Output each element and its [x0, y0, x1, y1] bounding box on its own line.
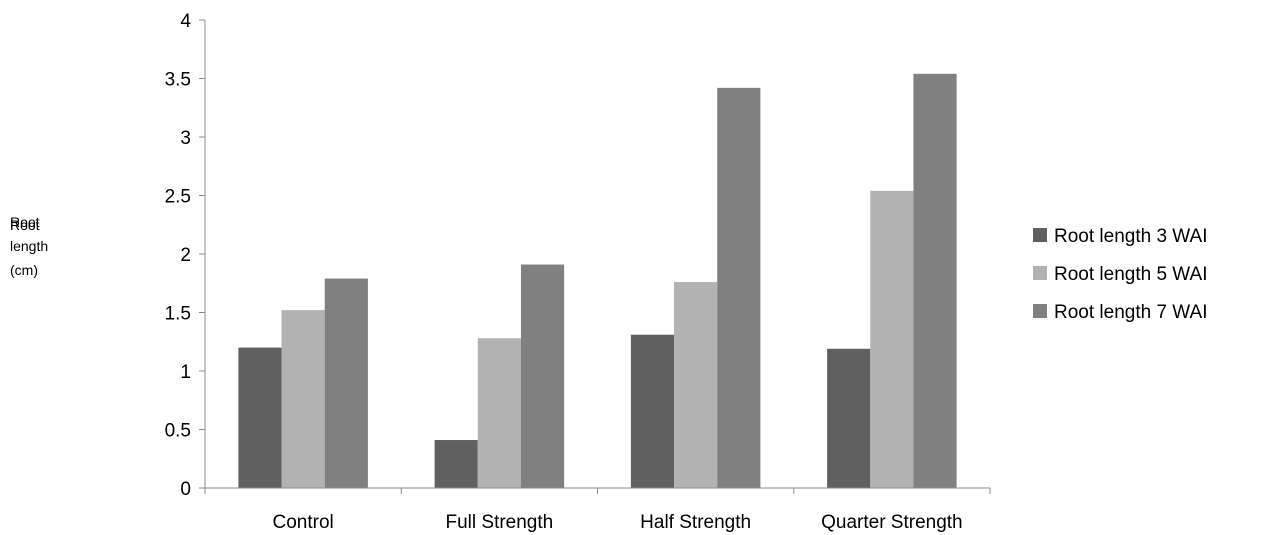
bar-5-wai	[281, 310, 325, 488]
bar-5-wai	[674, 282, 718, 488]
bar-3-wai	[630, 334, 675, 488]
bar-7-wai	[520, 264, 565, 488]
y-tick-label: 2	[180, 245, 191, 266]
y-axis-label-line: length	[10, 238, 48, 254]
bar-3-wai	[827, 348, 871, 488]
x-category-label: Control	[273, 512, 334, 533]
bar-7-wai	[324, 278, 368, 488]
x-axis-ticks: Control Full Strength Half Strength Quarter…	[204, 488, 991, 533]
bar-7-wai	[717, 87, 761, 489]
y-axis-label-line: (cm)	[10, 262, 38, 278]
y-tick-label: 1.5	[165, 304, 191, 325]
y-tick-label: 0.5	[165, 421, 191, 442]
bars-group	[238, 73, 957, 489]
y-tick-label: 3	[180, 128, 191, 149]
legend-label: Root length 5 WAI	[1054, 264, 1207, 285]
x-category-label: Half Strength	[640, 512, 751, 533]
legend: Root length 3 WAI Root length 5 WAI Root l…	[1033, 226, 1207, 323]
legend-label: Root length 3 WAI	[1054, 226, 1207, 247]
bar-3-wai	[434, 440, 478, 488]
x-category-label: Quarter Strength	[821, 512, 963, 533]
bar-3-wai	[238, 347, 282, 488]
bar-5-wai	[870, 190, 914, 488]
legend-swatch	[1033, 304, 1047, 318]
y-tick-label: 3.5	[165, 70, 191, 91]
bar-5-wai	[477, 338, 521, 488]
y-tick-label: 2.5	[165, 187, 191, 208]
legend-swatch	[1033, 266, 1047, 280]
y-tick-label: 4	[180, 11, 191, 32]
x-category-label: Full Strength	[446, 512, 554, 533]
y-tick-label: 0	[180, 479, 191, 500]
legend-label: Root length 7 WAI	[1054, 302, 1207, 323]
bar-7-wai	[913, 73, 957, 488]
y-axis-label-line: Root	[10, 214, 40, 230]
y-axis-ticks: 0 0.5 1 1.5 2 2.5 3 3.5 4	[165, 11, 205, 500]
y-tick-label: 1	[180, 362, 191, 383]
legend-swatch	[1033, 228, 1047, 242]
y-axis-label-overlap: Root	[10, 217, 40, 233]
